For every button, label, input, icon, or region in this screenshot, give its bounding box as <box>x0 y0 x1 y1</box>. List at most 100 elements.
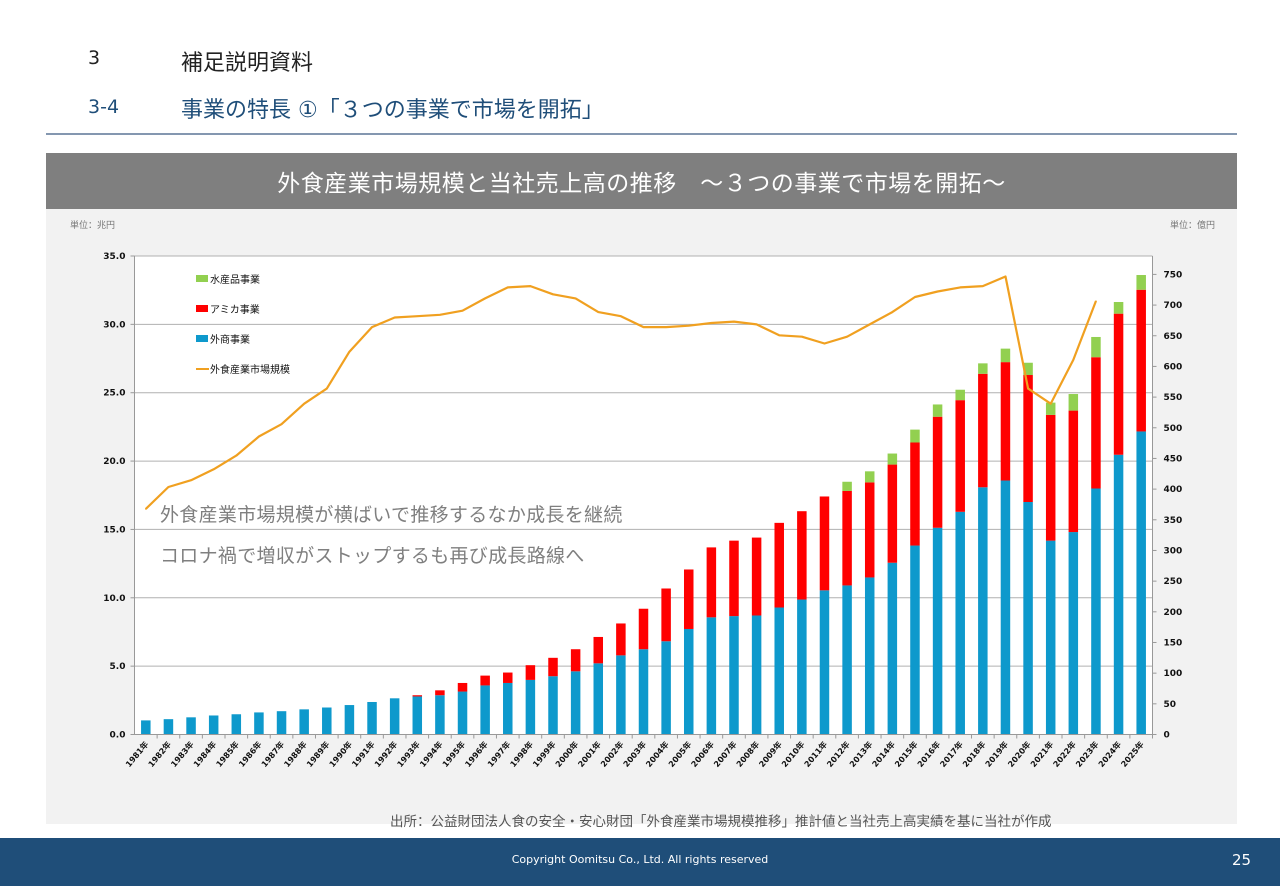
x-tick-label: 2010年 <box>779 739 806 769</box>
right-tick-label: 350 <box>1164 516 1183 526</box>
x-tick-label: 2014年 <box>870 739 897 769</box>
bar-外商事業 <box>1068 532 1079 735</box>
bar-外商事業 <box>683 628 694 735</box>
right-axis-unit: 単位：億円 <box>1170 221 1216 231</box>
bar-水産品事業 <box>1113 302 1124 314</box>
left-tick-label: 15.0 <box>103 525 125 535</box>
line-point <box>145 508 147 510</box>
bar-外商事業 <box>1045 540 1056 735</box>
line-point <box>529 285 532 287</box>
bar-アミカ事業 <box>661 588 671 642</box>
line-point <box>846 335 848 338</box>
x-tick-label: 2009年 <box>757 739 784 769</box>
x-tick-label: 2017年 <box>938 739 965 769</box>
x-tick-label: 2020年 <box>1005 739 1032 769</box>
x-tick-label: 2019年 <box>983 739 1010 769</box>
bar-外商事業 <box>435 695 445 735</box>
x-tick-label: 2003年 <box>621 739 648 769</box>
legend-label: 外食産業市場規模 <box>210 363 290 376</box>
bar-外商事業 <box>525 679 536 735</box>
bar-アミカ事業 <box>1000 362 1011 481</box>
line-point <box>778 334 781 337</box>
bar-外商事業 <box>208 715 219 735</box>
line-point <box>597 311 600 313</box>
bar-アミカ事業 <box>842 490 852 586</box>
bar-外商事業 <box>1023 501 1033 735</box>
right-tick-label: 0 <box>1164 731 1170 741</box>
right-tick-label: 700 <box>1164 301 1183 311</box>
line-point <box>1049 402 1052 405</box>
bar-アミカ事業 <box>525 665 536 680</box>
x-tick-label: 2015年 <box>892 739 919 769</box>
left-tick-label: 10.0 <box>103 594 125 604</box>
x-tick-label: 1988年 <box>282 739 309 769</box>
bar-外商事業 <box>638 649 649 735</box>
bar-アミカ事業 <box>616 623 626 656</box>
bar-アミカ事業 <box>1091 357 1101 489</box>
line-point <box>280 423 283 425</box>
bar-外商事業 <box>751 615 762 735</box>
x-tick-label: 2023年 <box>1073 739 1100 769</box>
bar-アミカ事業 <box>706 547 717 618</box>
bar-アミカ事業 <box>457 682 468 692</box>
left-tick-label: 25.0 <box>103 389 125 399</box>
bar-アミカ事業 <box>864 482 875 578</box>
source-note: 出所：公益財団法人食の安全・安心財団「外食産業市場規模推移」推計値と当社売上高実… <box>390 814 1052 830</box>
bar-外商事業 <box>706 617 717 735</box>
x-tick-label: 2007年 <box>711 739 738 769</box>
bar-アミカ事業 <box>1113 313 1124 455</box>
bar-外商事業 <box>910 545 920 735</box>
bar-水産品事業 <box>1023 362 1033 376</box>
line-point <box>506 286 509 289</box>
bar-外商事業 <box>480 685 490 735</box>
bar-水産品事業 <box>955 389 965 401</box>
legend-swatch-外商事業 <box>196 335 208 342</box>
right-tick-label: 600 <box>1164 362 1183 372</box>
right-tick-label: 450 <box>1164 454 1183 464</box>
bar-外商事業 <box>254 712 264 735</box>
x-tick-label: 1994年 <box>417 739 444 769</box>
legend-label: アミカ事業 <box>210 303 260 316</box>
right-tick-label: 550 <box>1164 393 1183 403</box>
bar-外商事業 <box>548 676 558 735</box>
bar-水産品事業 <box>1136 275 1146 290</box>
bar-アミカ事業 <box>683 569 694 629</box>
right-tick-label: 200 <box>1164 608 1183 618</box>
line-point <box>823 342 826 345</box>
x-tick-label: 1997年 <box>485 739 512 769</box>
x-tick-label: 1987年 <box>259 739 286 769</box>
x-tick-label: 1992年 <box>372 739 399 769</box>
line-point <box>190 479 192 482</box>
bar-水産品事業 <box>978 363 988 374</box>
x-tick-label: 2002年 <box>598 739 625 769</box>
line-point <box>982 285 984 287</box>
line-point <box>687 324 690 327</box>
line-point <box>574 297 577 300</box>
x-tick-label: 1981年 <box>123 739 150 769</box>
annotation-covid-growth: コロナ禍で増収がストップするも再び成長路線へ <box>160 545 585 567</box>
bar-外商事業 <box>729 616 739 735</box>
bar-水産品事業 <box>864 471 875 483</box>
bar-外商事業 <box>389 698 400 735</box>
left-tick-label: 0.0 <box>110 731 126 741</box>
line-point <box>461 309 464 312</box>
x-tick-label: 1985年 <box>214 739 241 769</box>
line-point <box>1072 359 1075 361</box>
line-point <box>959 286 962 289</box>
right-tick-label: 50 <box>1164 700 1177 710</box>
x-tick-label: 2001年 <box>576 739 603 769</box>
line-point <box>891 311 894 313</box>
bar-アミカ事業 <box>1068 410 1079 533</box>
x-tick-label: 1995年 <box>440 739 467 769</box>
bar-外商事業 <box>141 720 151 735</box>
line-point <box>801 335 803 338</box>
footer-bar <box>0 838 1280 886</box>
x-tick-label: 2022年 <box>1051 739 1078 769</box>
x-tick-label: 2025年 <box>1119 739 1146 769</box>
bar-外商事業 <box>661 641 671 735</box>
bar-外商事業 <box>503 682 513 735</box>
bar-アミカ事業 <box>570 649 581 672</box>
bar-アミカ事業 <box>435 690 445 696</box>
bar-アミカ事業 <box>1136 289 1146 432</box>
left-tick-label: 20.0 <box>103 457 125 467</box>
